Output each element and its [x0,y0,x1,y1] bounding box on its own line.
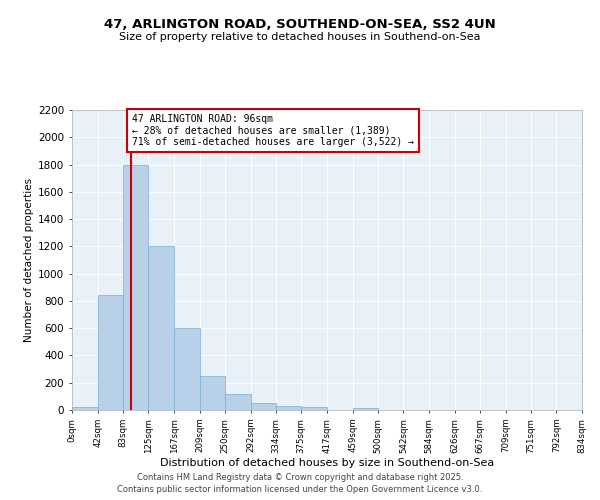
Bar [200,376,225,410]
Bar [123,164,148,410]
Bar [148,246,174,410]
Bar [353,408,378,410]
Text: 47 ARLINGTON ROAD: 96sqm
← 28% of detached houses are smaller (1,389)
71% of sem: 47 ARLINGTON ROAD: 96sqm ← 28% of detach… [132,114,414,148]
Bar [174,328,200,410]
Bar [98,296,123,410]
Y-axis label: Number of detached properties: Number of detached properties [24,178,34,342]
Text: Contains public sector information licensed under the Open Government Licence v3: Contains public sector information licen… [118,484,482,494]
Bar [276,406,301,410]
Bar [225,394,251,410]
Text: Size of property relative to detached houses in Southend-on-Sea: Size of property relative to detached ho… [119,32,481,42]
X-axis label: Distribution of detached houses by size in Southend-on-Sea: Distribution of detached houses by size … [160,458,494,468]
Bar [251,403,276,410]
Bar [301,408,327,410]
Text: Contains HM Land Registry data © Crown copyright and database right 2025.: Contains HM Land Registry data © Crown c… [137,473,463,482]
Text: 47, ARLINGTON ROAD, SOUTHEND-ON-SEA, SS2 4UN: 47, ARLINGTON ROAD, SOUTHEND-ON-SEA, SS2… [104,18,496,30]
Bar [72,406,98,410]
